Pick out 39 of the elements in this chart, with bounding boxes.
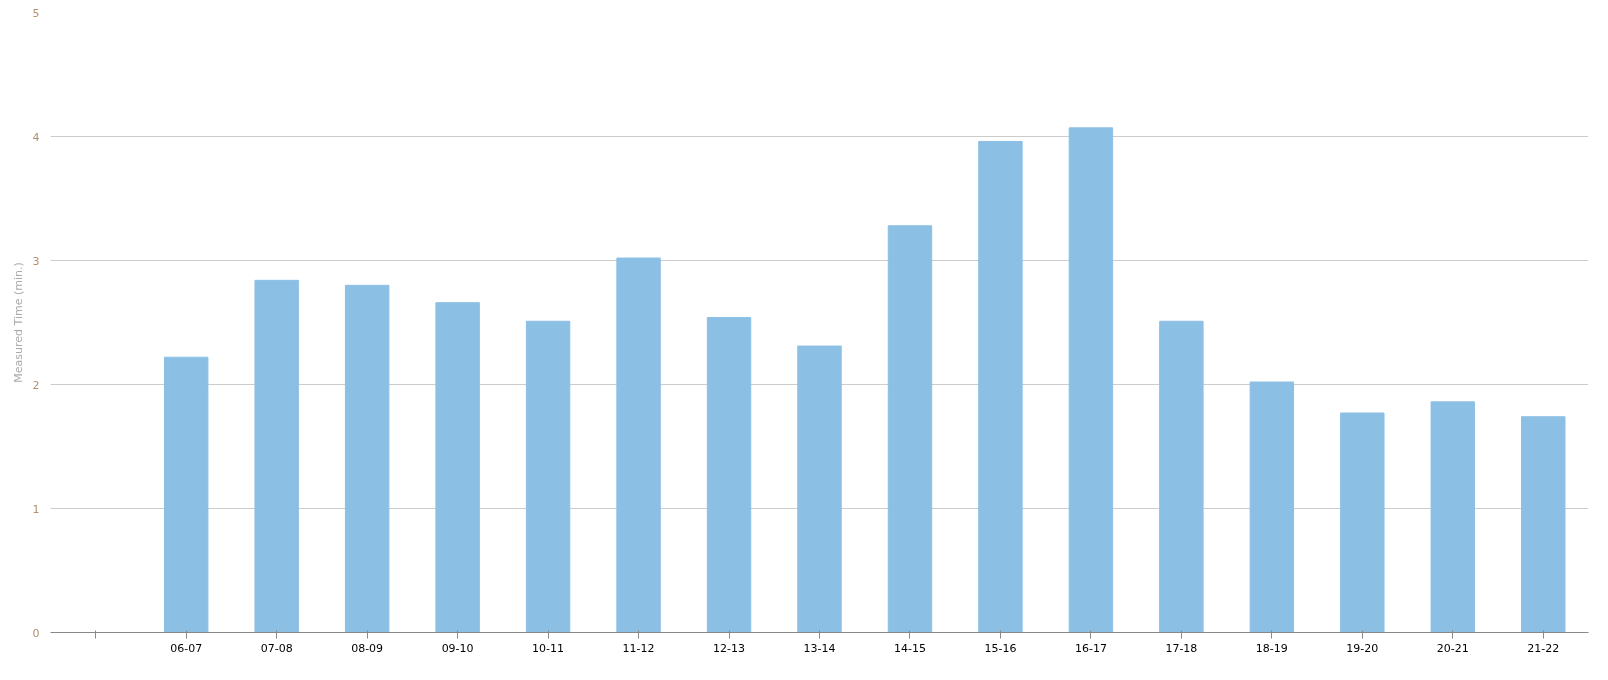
x-tick-label: 09-10 [441, 641, 474, 655]
bar [706, 317, 752, 633]
bar [887, 225, 933, 633]
bar [978, 140, 1023, 633]
bar [616, 257, 661, 633]
x-tick-label: 18-19 [1255, 641, 1288, 655]
x-tick-label: 12-13 [713, 641, 746, 655]
bar [1430, 401, 1476, 633]
bar [1340, 412, 1385, 633]
y-tick-label: 1 [32, 502, 40, 516]
bar [1159, 320, 1204, 633]
bar [1249, 381, 1295, 633]
x-tick-label: 21-22 [1527, 641, 1560, 655]
bar [525, 320, 571, 633]
bar [254, 279, 299, 633]
bar [344, 284, 390, 633]
x-tick-label: 20-21 [1436, 641, 1469, 655]
x-tick-label: 16-17 [1074, 641, 1107, 655]
y-axis-title: Measured Time (min.) [11, 262, 25, 383]
x-tick-label: 11-12 [622, 641, 655, 655]
y-tick-label: 5 [32, 6, 40, 20]
x-tick-label: 14-15 [893, 641, 926, 655]
bar [1521, 416, 1566, 633]
x-tick-label: 15-16 [984, 641, 1017, 655]
x-tick-label: 10-11 [532, 641, 565, 655]
bar [435, 302, 480, 633]
x-tick-label: 19-20 [1346, 641, 1379, 655]
x-tick-label: 13-14 [803, 641, 836, 655]
bar [163, 356, 209, 633]
x-tick-label: 17-18 [1165, 641, 1198, 655]
y-tick-label: 4 [32, 130, 40, 144]
x-tick-label: 08-09 [351, 641, 384, 655]
x-tick-label: 06-07 [170, 641, 203, 655]
bar [797, 345, 842, 633]
x-tick-label: 07-08 [260, 641, 293, 655]
y-tick-label: 3 [32, 254, 40, 268]
y-tick-label: 0 [32, 626, 40, 640]
bar [1068, 127, 1114, 633]
y-tick-label: 2 [32, 378, 40, 392]
